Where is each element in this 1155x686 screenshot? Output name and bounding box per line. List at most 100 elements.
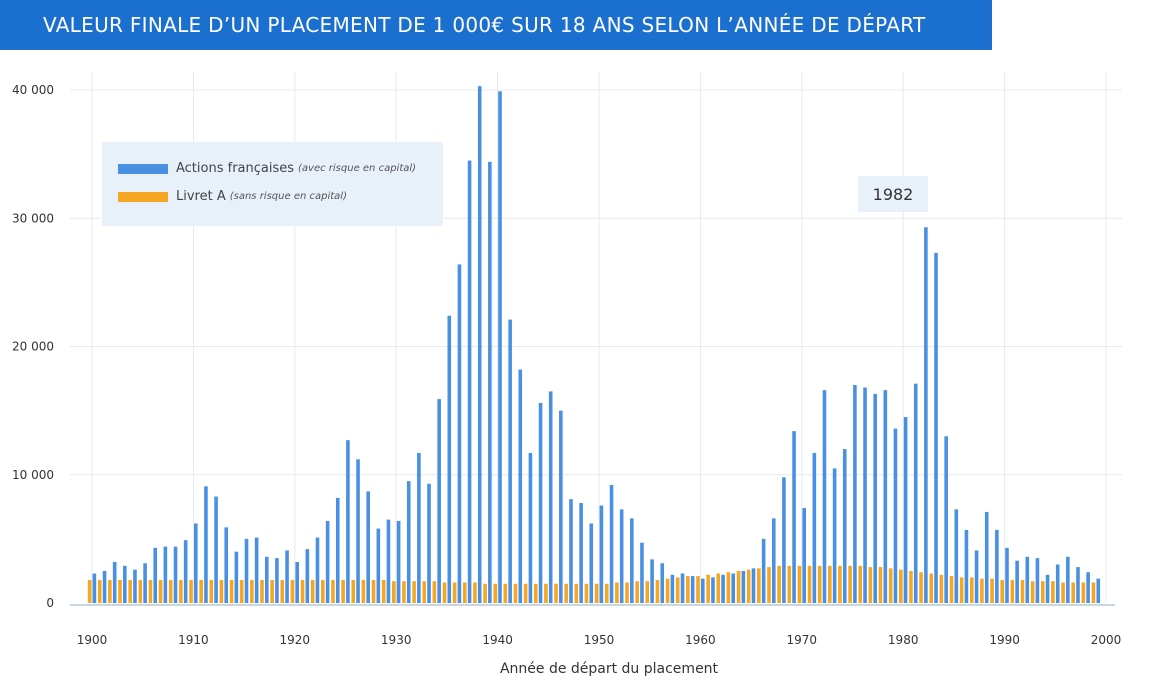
bar-livret (736, 570, 741, 603)
bar-livret (696, 576, 700, 603)
bar-actions (92, 573, 97, 603)
bar-livret (584, 583, 589, 603)
bar-actions (670, 574, 675, 603)
bar-actions (690, 576, 695, 603)
bar-livret (1061, 582, 1065, 603)
bar-livret (828, 565, 832, 603)
bar-livret (858, 565, 863, 603)
bar-actions (163, 546, 168, 603)
bar-actions (153, 547, 158, 603)
bar-livret (168, 579, 173, 603)
grid (70, 72, 1122, 603)
bar-livret (757, 568, 761, 603)
bar-livret (726, 572, 731, 603)
bar-actions (366, 491, 370, 603)
bar-actions (609, 485, 614, 603)
bar-actions (619, 509, 624, 603)
bar-actions (863, 387, 867, 603)
bar-actions (1076, 567, 1080, 603)
x-tick-label: 2000 (1091, 633, 1122, 647)
bar-livret (1000, 579, 1004, 603)
bar-livret (1051, 581, 1055, 603)
bar-actions (254, 537, 259, 603)
bar-livret (452, 582, 457, 603)
bar-livret (118, 579, 122, 603)
bar-livret (564, 583, 568, 603)
bar-actions (183, 540, 188, 603)
bar-actions (883, 390, 888, 603)
x-axis-title: Année de départ du placement (500, 661, 719, 677)
bar-actions (244, 538, 249, 604)
bar-actions (640, 542, 644, 603)
bar-actions (1055, 564, 1060, 603)
legend-item-livret: Livret A (sans risque en capital) (118, 189, 347, 204)
x-tick-label: 1920 (280, 633, 311, 647)
bar-livret (300, 579, 305, 603)
axes: 1900 1910 1920 1930 1940 1950 1960 1970 1980 1990… (12, 83, 1121, 647)
bar-actions (305, 549, 310, 603)
bar-actions (427, 483, 431, 603)
bar-livret (179, 579, 183, 603)
y-tick-label: 10 000 (12, 468, 54, 482)
bar-livret (1020, 579, 1025, 603)
bar-livret (432, 581, 437, 603)
bar-actions (802, 508, 806, 603)
bar-actions (913, 383, 918, 603)
bar-actions (518, 369, 523, 603)
bar-actions (995, 529, 999, 603)
x-tick-label: 1970 (787, 633, 818, 647)
bar-livret (219, 579, 224, 603)
bar-actions (579, 502, 583, 603)
x-tick-label: 1910 (178, 633, 209, 647)
bar-actions (660, 563, 665, 603)
bar-livret (746, 569, 751, 603)
bar-livret (1010, 579, 1015, 603)
bar-actions (548, 391, 553, 603)
bar-livret (706, 574, 710, 603)
legend-swatch-livret (118, 191, 168, 202)
bar-livret (848, 565, 852, 603)
bar-actions (944, 436, 948, 603)
bar-livret (554, 583, 558, 603)
bar-actions (498, 91, 502, 603)
bar-actions (832, 468, 837, 603)
bar-actions (123, 565, 127, 603)
legend-swatch-actions (118, 163, 168, 174)
bar-actions (893, 428, 898, 603)
bar-actions (396, 520, 401, 603)
bar-livret (533, 583, 538, 603)
y-tick-label: 0 (46, 596, 54, 610)
bar-livret (990, 578, 994, 603)
bar-livret (686, 576, 690, 603)
bar-livret (290, 579, 295, 603)
bar-livret (1030, 581, 1035, 603)
bar-livret (615, 582, 619, 603)
bar-actions (903, 417, 908, 603)
x-tick-label: 1900 (77, 633, 108, 647)
bar-livret (280, 579, 285, 603)
bar-actions (1096, 578, 1101, 603)
bar-actions (173, 546, 178, 603)
x-tick-label: 1950 (584, 633, 615, 647)
bar-actions (701, 578, 705, 603)
bar-livret (969, 577, 974, 603)
bar-livret (422, 581, 427, 603)
bar-livret (513, 583, 518, 603)
legend-note-livret: (sans risque en capital) (229, 191, 347, 202)
bar-livret (868, 567, 873, 603)
bar-actions (143, 563, 147, 603)
bar-actions (1035, 558, 1040, 603)
bar-actions (680, 573, 685, 603)
bar-livret (189, 579, 193, 603)
bar-livret (909, 570, 913, 603)
bar-actions (417, 452, 421, 603)
bar-actions (376, 528, 381, 603)
bar-livret (645, 581, 650, 603)
bar-actions (569, 499, 573, 603)
x-tick-label: 1990 (989, 633, 1020, 647)
bar-livret (270, 579, 274, 603)
bar-livret (1091, 582, 1096, 603)
bar-actions (234, 551, 239, 603)
bar-actions (214, 496, 218, 603)
bar-livret (310, 579, 315, 603)
